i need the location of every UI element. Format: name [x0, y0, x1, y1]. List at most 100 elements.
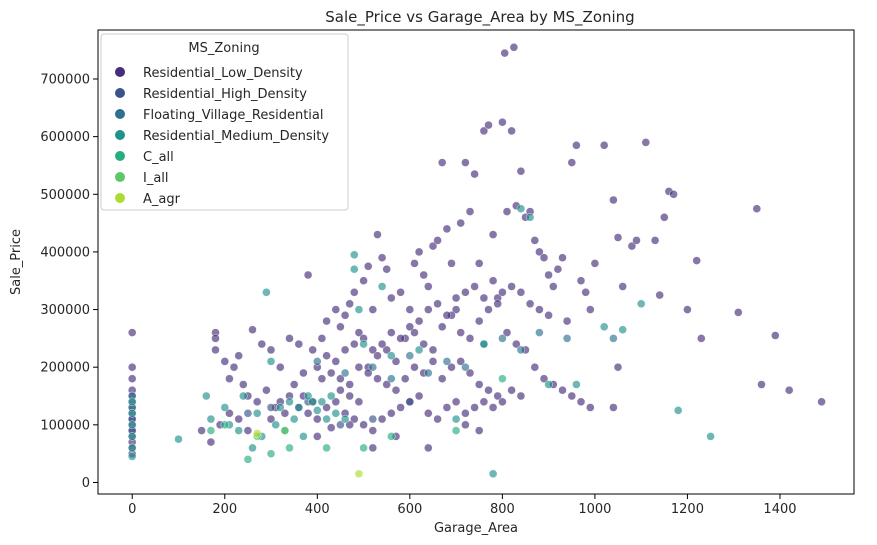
data-point — [391, 357, 401, 366]
data-point — [382, 380, 391, 389]
data-point — [484, 120, 493, 130]
data-point — [276, 362, 285, 372]
data-point — [470, 169, 479, 179]
data-point — [317, 374, 327, 383]
data-point — [502, 207, 512, 216]
data-point — [618, 325, 627, 334]
data-point — [484, 305, 493, 314]
data-point — [576, 397, 586, 407]
data-point — [127, 452, 137, 461]
data-point — [461, 288, 470, 297]
data-point — [276, 403, 285, 412]
data-point — [127, 409, 137, 418]
data-point — [359, 276, 368, 285]
data-point — [340, 368, 350, 378]
data-point — [387, 293, 396, 303]
data-point — [331, 397, 341, 407]
data-point — [419, 270, 428, 280]
data-point — [493, 391, 502, 401]
data-point — [322, 351, 331, 360]
data-point — [424, 409, 433, 418]
data-point — [636, 299, 646, 309]
data-point — [127, 374, 137, 383]
data-point — [206, 437, 216, 447]
data-point — [387, 409, 396, 418]
data-point — [266, 449, 276, 458]
data-point — [498, 374, 507, 383]
data-point — [197, 426, 206, 435]
legend-marker — [115, 109, 125, 119]
data-point — [507, 385, 516, 395]
data-point — [211, 334, 220, 343]
data-point — [252, 429, 262, 438]
legend-marker — [115, 130, 125, 140]
data-point — [673, 406, 683, 415]
data-point — [234, 351, 243, 360]
data-point — [317, 397, 327, 407]
data-point — [535, 247, 544, 257]
legend-label: C_all — [143, 150, 174, 165]
data-point — [456, 328, 465, 337]
data-point — [479, 339, 489, 349]
data-point — [294, 339, 304, 349]
data-point — [368, 345, 378, 355]
data-point — [336, 385, 345, 395]
data-point — [465, 334, 475, 343]
data-point — [336, 322, 345, 332]
data-point — [326, 391, 336, 401]
data-point — [368, 443, 378, 453]
data-point — [257, 339, 267, 349]
data-point — [414, 247, 424, 257]
data-point — [396, 288, 405, 297]
data-point — [516, 391, 526, 401]
legend-label: Residential_Low_Density — [143, 66, 303, 81]
data-point — [225, 409, 234, 418]
data-point — [414, 391, 424, 401]
data-point — [488, 403, 498, 412]
legend-marker — [115, 172, 125, 182]
data-point — [363, 262, 373, 271]
data-point — [280, 409, 290, 418]
data-point — [400, 374, 410, 383]
data-point — [474, 426, 484, 435]
data-point — [174, 434, 183, 444]
data-point — [377, 253, 387, 262]
data-point — [303, 409, 313, 418]
data-point — [377, 414, 387, 424]
data-point — [474, 380, 484, 389]
points-layer — [127, 43, 826, 479]
data-point — [470, 403, 479, 412]
legend-label: I_all — [143, 171, 169, 186]
data-point — [609, 334, 618, 343]
data-point — [442, 403, 452, 412]
data-point — [271, 420, 280, 430]
data-point — [451, 305, 461, 314]
data-point — [539, 253, 549, 262]
data-point — [428, 345, 438, 355]
data-point — [350, 250, 359, 260]
data-point — [410, 362, 419, 372]
data-point — [410, 259, 419, 268]
data-point — [345, 420, 354, 430]
data-point — [363, 368, 373, 378]
data-point — [509, 43, 519, 52]
data-point — [424, 282, 433, 291]
data-point — [461, 362, 470, 372]
data-point — [266, 414, 276, 424]
data-point — [239, 391, 248, 401]
data-point — [488, 276, 498, 285]
data-point — [516, 345, 526, 355]
data-point — [326, 368, 336, 378]
data-point — [387, 351, 396, 360]
data-point — [285, 397, 294, 407]
data-point — [752, 204, 762, 213]
data-point — [535, 328, 544, 337]
data-point — [331, 305, 341, 314]
data-point — [757, 380, 766, 389]
data-point — [313, 414, 322, 424]
data-point — [289, 380, 299, 389]
legend-title: MS_Zoning — [188, 41, 259, 56]
y-tick-label: 200000 — [40, 361, 90, 376]
data-point — [632, 236, 641, 245]
